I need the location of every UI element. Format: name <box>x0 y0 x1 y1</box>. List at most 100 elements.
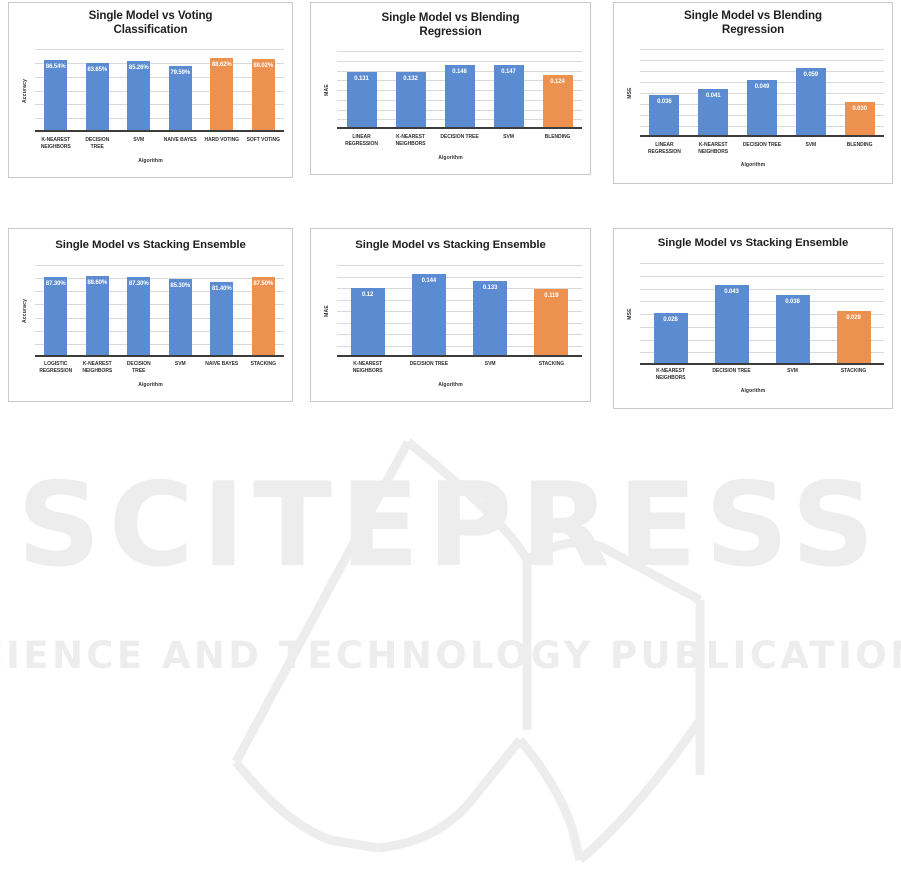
bar: 0.148 <box>444 64 475 129</box>
bar-value-label: 0.029 <box>846 315 861 322</box>
x-axis-categories: K-NEAREST NEIGHBORS DECISION TREE SVM STACK… <box>337 361 582 376</box>
bar: 0.147 <box>493 65 524 129</box>
bar-slot: 85.26% <box>118 49 160 132</box>
bar: 0.049 <box>746 79 777 137</box>
plot-area: 86.54% 83.65% 85.26% 79.59% 88.62% 88.02% <box>35 49 284 132</box>
bar-slot: 87.50% <box>243 265 285 357</box>
bar-slot: 0.043 <box>701 263 762 365</box>
bar-series: 86.54% 83.65% 85.26% 79.59% 88.62% 88.02% <box>35 49 284 132</box>
bar-slot: 0.049 <box>738 49 787 137</box>
x-axis-category-label: DECISION TREE <box>409 361 448 367</box>
bar-value-label: 88.02% <box>253 62 274 69</box>
bar-value-label: 83.65% <box>87 66 108 73</box>
x-axis-label: Algorithm <box>138 158 163 164</box>
x-axis-categories: K-NEAREST NEIGHBORS DECISION TREE SVM NAIVE… <box>35 137 284 152</box>
chart-title-line: Single Model vs Stacking Ensemble <box>657 237 849 249</box>
x-axis-label: Algorithm <box>740 388 766 394</box>
bar-value-label: 0.036 <box>657 98 672 105</box>
x-axis-category-label: SVM <box>787 368 798 374</box>
x-axis-category-label: HARD VOTING <box>204 137 240 143</box>
bar-value-label: 0.12 <box>361 292 374 298</box>
x-axis-category-label: STACKING <box>840 368 867 374</box>
x-axis-category-label: K-NEAREST NEIGHBORS <box>395 134 426 148</box>
y-axis-label: MSE <box>627 308 633 320</box>
bar-value-label: 0.147 <box>501 69 516 76</box>
x-axis-category-label: STACKING <box>250 361 276 367</box>
x-axis-category-label: STACKING <box>538 361 565 367</box>
bar-series: 0.131 0.132 0.148 0.147 0.124 <box>337 51 582 129</box>
chart-title-line: Single Model vs Stacking Ensemble <box>355 239 546 251</box>
x-axis-category-label: K-NEAREST NEIGHBORS <box>655 368 686 382</box>
x-axis-category-label: SVM <box>133 137 145 143</box>
bar-slot: 85.30% <box>160 265 202 357</box>
bar-value-label: 87.30% <box>128 280 149 287</box>
chart-panel: Single Model vs Stacking Ensemble MSE 0.02… <box>613 228 893 409</box>
bar-series: 0.028 0.043 0.038 0.029 <box>640 263 884 365</box>
bar: 85.30% <box>168 278 192 357</box>
bar: 86.54% <box>44 60 68 132</box>
x-axis-categories: K-NEAREST NEIGHBORS DECISION TREE SVM STACK… <box>640 368 884 383</box>
x-axis-category-label: NAIVE BAYES <box>205 361 239 367</box>
x-axis-category-label: BLENDING <box>846 142 873 148</box>
plot-area: 87.30% 88.60% 87.30% 85.30% 81.40% 87.50% <box>35 265 284 357</box>
x-axis-category-label: DECISION TREE <box>85 137 110 151</box>
bar-value-label: 0.132 <box>403 75 418 82</box>
bar-value-label: 85.26% <box>128 65 149 72</box>
chart-panel: Single Model vs Stacking Ensemble MAE 0.12… <box>310 228 591 402</box>
x-axis-category-label: NAIVE BAYES <box>163 137 197 143</box>
x-axis-category-label: DECISION TREE <box>440 134 479 140</box>
bar: 85.26% <box>127 61 151 132</box>
bar-slot: 0.038 <box>762 263 823 365</box>
chart-title-line: Regression <box>721 23 785 37</box>
chart-title: Single Model vs Stacking Ensemble <box>19 239 282 253</box>
x-axis-category-label: SVM <box>174 361 186 367</box>
gridlines <box>35 49 284 132</box>
x-axis-category-label: BLENDING <box>544 134 571 140</box>
bar-series: 0.12 0.144 0.133 0.119 <box>337 265 582 357</box>
chart-panel: Single Model vs Blending Regression MSE 0.0… <box>613 2 893 184</box>
bar: 0.124 <box>542 75 573 129</box>
x-axis-category-label: DECISION TREE <box>126 361 151 375</box>
bar-value-label: 0.049 <box>754 83 770 90</box>
bar: 87.30% <box>127 276 151 357</box>
gridlines <box>337 265 582 357</box>
bar-slot: 86.54% <box>35 49 77 132</box>
bar: 87.50% <box>251 276 275 357</box>
x-axis-label: Algorithm <box>438 382 463 388</box>
chart-title-line: Single Model vs Blending <box>381 11 520 24</box>
bar-slot: 87.30% <box>118 265 160 357</box>
bar-slot: 79.59% <box>160 49 202 132</box>
bar-slot: 87.30% <box>35 265 77 357</box>
bar-value-label: 87.30% <box>45 280 66 287</box>
bar-series: 87.30% 88.60% 87.30% 85.30% 81.40% 87.50% <box>35 265 284 357</box>
bar-series: 0.036 0.041 0.049 0.059 0.030 <box>640 49 884 137</box>
y-axis-label: MSE <box>627 87 633 99</box>
bar-slot: 88.62% <box>201 49 243 132</box>
bar: 0.131 <box>346 72 377 129</box>
bar-value-label: 81.40% <box>211 286 232 293</box>
chart-title: Single Model vs Blending Regression <box>321 11 580 39</box>
bar-slot: 0.036 <box>640 49 689 137</box>
plot-area: 0.028 0.043 0.038 0.029 <box>640 263 884 365</box>
bar-value-label: 0.028 <box>663 317 678 324</box>
y-axis-label: Accuracy <box>22 298 28 323</box>
bar: 0.030 <box>844 101 875 137</box>
bar-value-label: 0.041 <box>705 92 721 99</box>
chart-title: Single Model vs Stacking Ensemble <box>321 239 580 253</box>
bar-slot: 0.131 <box>337 51 386 129</box>
x-axis-category-label: LOGISTIC REGRESSION <box>39 361 73 375</box>
bar: 0.12 <box>350 288 385 357</box>
x-axis-category-label: DECISION TREE <box>742 142 782 148</box>
bar: 0.144 <box>411 274 446 357</box>
bar: 0.041 <box>698 88 729 137</box>
chart-panel: Single Model vs Blending Regression MAE 0.1… <box>310 2 591 175</box>
scitepress-watermark: SCITEPRESS SCIENCE AND TECHNOLOGY PUBLIC… <box>0 430 901 884</box>
bar: 0.043 <box>714 285 749 365</box>
bar-value-label: 0.133 <box>482 284 498 291</box>
bar-value-label: 88.60% <box>87 279 108 286</box>
x-axis-category-label: SVM <box>503 134 514 140</box>
bar-value-label: 0.148 <box>452 68 467 75</box>
chart-title: Single Model vs Stacking Ensemble <box>624 237 882 251</box>
chart-title: Single Model vs Voting Classification <box>19 9 282 37</box>
watermark-subtitle: SCIENCE AND TECHNOLOGY PUBLICATIONS <box>0 634 901 677</box>
